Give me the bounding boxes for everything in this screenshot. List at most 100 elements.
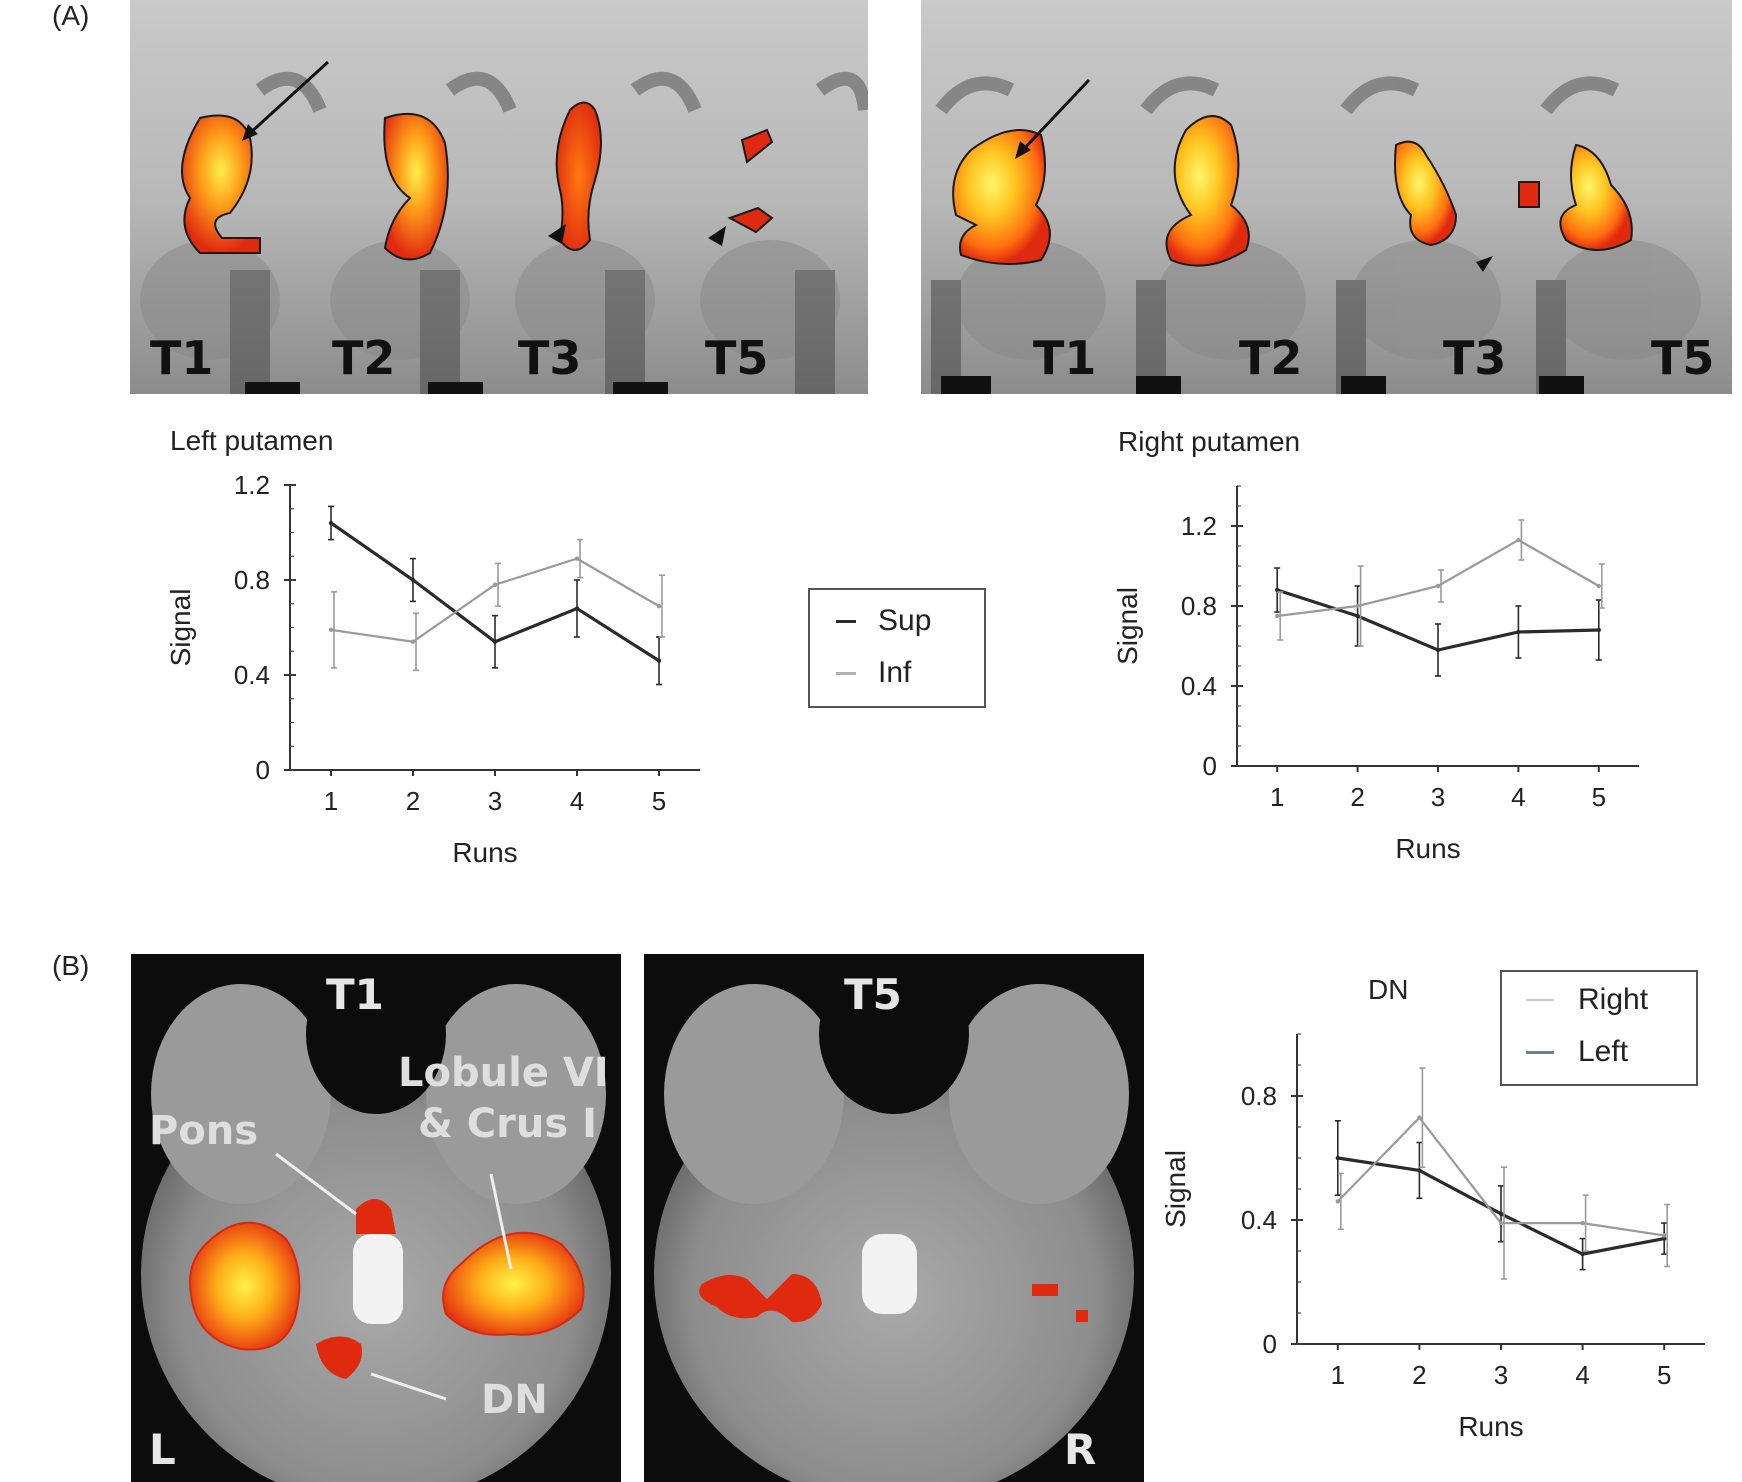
left-putamen-series-inf-point	[574, 556, 580, 561]
axial-t5-midline-bright	[862, 1234, 917, 1314]
dn-series-right-point	[1335, 1155, 1341, 1161]
right-putamen-series-inf-point	[1596, 583, 1602, 589]
mri-strip-right: T1 T2 T3 T5	[921, 0, 1732, 394]
right-putamen-series-inf-point	[1435, 583, 1441, 589]
arrow-l1-head	[242, 124, 258, 141]
legend-a-label-sup: Sup	[878, 604, 932, 637]
caption-l1: T1	[150, 331, 213, 385]
pointer-pons	[275, 1152, 357, 1216]
pointer-dn	[370, 1372, 447, 1401]
activation-axial-t5-left	[699, 1274, 822, 1323]
dn-ylabel: Signal	[1160, 1150, 1191, 1228]
left-putamen-title: Left putamen	[170, 425, 333, 456]
mri-anatomy-right	[931, 76, 1701, 394]
label-left-side: L	[149, 1425, 176, 1474]
axial-t1-caption: T1	[326, 970, 384, 1019]
activation-axial-t1-pons	[356, 1199, 396, 1234]
caption-l2: T2	[332, 331, 395, 385]
right-putamen-series-sup-point	[1596, 627, 1602, 633]
legend-b-entry-left: Left	[1526, 1034, 1628, 1070]
right-putamen-xlabel: Runs	[1395, 833, 1460, 864]
arrowhead-l4	[708, 226, 726, 246]
left-putamen-xtick-label: 3	[488, 786, 502, 816]
left-putamen-series-inf-point	[328, 627, 334, 633]
dn-xtick-label: 5	[1657, 1360, 1671, 1390]
right-putamen-series-inf-point	[1275, 613, 1280, 619]
right-putamen-xtick-label: 2	[1350, 782, 1364, 812]
dn-xlabel: Runs	[1458, 1411, 1523, 1442]
caption-r3: T3	[1443, 331, 1506, 385]
legend-a: Sup Inf	[808, 588, 986, 708]
right-putamen-ytick-label: 0.8	[1181, 591, 1217, 621]
activation-r4b	[1518, 181, 1540, 208]
right-putamen-series-sup-point	[1355, 613, 1360, 619]
activation-axial-t5-right-b	[1076, 1310, 1088, 1322]
activation-r4a	[1559, 143, 1633, 251]
caption-l4: T5	[705, 331, 768, 385]
scale-bar-l2	[428, 382, 483, 394]
dn-series-left-point	[1335, 1199, 1341, 1204]
left-putamen-series-sup-point	[410, 577, 416, 583]
dn-series-right-point	[1417, 1168, 1422, 1173]
left-putamen-series-inf-point	[410, 639, 416, 644]
legend-a-swatch-inf	[836, 671, 856, 675]
label-lobule-line1: Lobule VI	[398, 1050, 609, 1096]
caption-r1: T1	[1033, 331, 1096, 385]
dn-series-right-point	[1662, 1236, 1667, 1241]
right-putamen-xtick-label: 3	[1431, 782, 1445, 812]
left-putamen-ytick-label: 0.8	[234, 565, 270, 595]
activation-axial-t1-dn	[316, 1336, 362, 1379]
dn-series-left-point	[1662, 1233, 1667, 1238]
dn-series-left-point	[1498, 1220, 1504, 1226]
activation-l4b	[727, 206, 774, 234]
label-right-side: R	[1064, 1425, 1096, 1474]
dn-series-left-point	[1580, 1220, 1585, 1226]
scale-bar-r2	[1136, 376, 1181, 394]
chart-right-putamen: 0 0.4 0.8 1.2 1 2 3 4 5 Right putamen Runs Signal	[1112, 426, 1639, 864]
left-putamen-xtick-label: 5	[652, 786, 666, 816]
right-putamen-ylabel: Signal	[1112, 587, 1143, 665]
scale-bar-r1	[941, 376, 991, 394]
activation-l4a	[740, 128, 774, 164]
legend-a-label-inf: Inf	[878, 656, 912, 689]
dn-xtick-label: 4	[1575, 1360, 1589, 1390]
left-putamen-series-sup-point	[656, 658, 662, 663]
scale-bar-r4	[1539, 376, 1584, 394]
right-putamen-series-inf-point	[1516, 537, 1521, 543]
activation-l3	[555, 101, 602, 251]
legend-b-entry-right: Right	[1526, 982, 1648, 1018]
activation-l2	[383, 112, 449, 261]
legend-b-label-left: Left	[1578, 1035, 1629, 1068]
right-putamen-ytick-label: 1.2	[1181, 511, 1217, 541]
right-putamen-series-sup-point	[1275, 587, 1280, 593]
dn-ytick-label: 0	[1263, 1329, 1277, 1359]
activation-r2	[1165, 115, 1250, 267]
legend-a-entry-inf: Inf	[836, 656, 911, 690]
chart-left-putamen: 0 0.4 0.8 1.2 1 2 3 4 5 Left putamen Runs Signal	[165, 425, 700, 868]
legend-b-swatch-left	[1526, 1050, 1554, 1054]
scale-bar-l3	[613, 382, 668, 394]
left-putamen-series-inf-point	[492, 582, 498, 587]
left-putamen-xtick-label: 1	[324, 786, 338, 816]
arrow-r1-head	[1015, 141, 1031, 159]
caption-l3: T3	[518, 331, 581, 385]
activation-axial-t5-right-a	[1032, 1284, 1058, 1296]
right-putamen-series-sup-point	[1435, 647, 1441, 653]
left-putamen-xtick-label: 4	[570, 786, 584, 816]
activation-r3	[1394, 140, 1458, 247]
scale-bar-l1	[245, 382, 300, 394]
dn-series-right-point	[1580, 1251, 1585, 1257]
mri-strip-left: T1 T2 T3 T5	[130, 0, 868, 394]
legend-a-entry-sup: Sup	[836, 604, 931, 638]
right-putamen-ytick-label: 0	[1203, 751, 1217, 781]
activation-r1	[952, 129, 1051, 265]
dn-series-right-point	[1498, 1211, 1504, 1217]
legend-b-swatch-right	[1526, 999, 1554, 1001]
dn-ytick-label: 0.4	[1241, 1205, 1277, 1235]
pointer-lobule	[489, 1173, 513, 1270]
right-putamen-series-sup-point	[1516, 629, 1521, 635]
left-putamen-ytick-label: 1.2	[234, 470, 270, 500]
label-pons: Pons	[149, 1108, 258, 1154]
arrow-l1	[246, 60, 330, 137]
dn-xtick-label: 1	[1331, 1360, 1345, 1390]
